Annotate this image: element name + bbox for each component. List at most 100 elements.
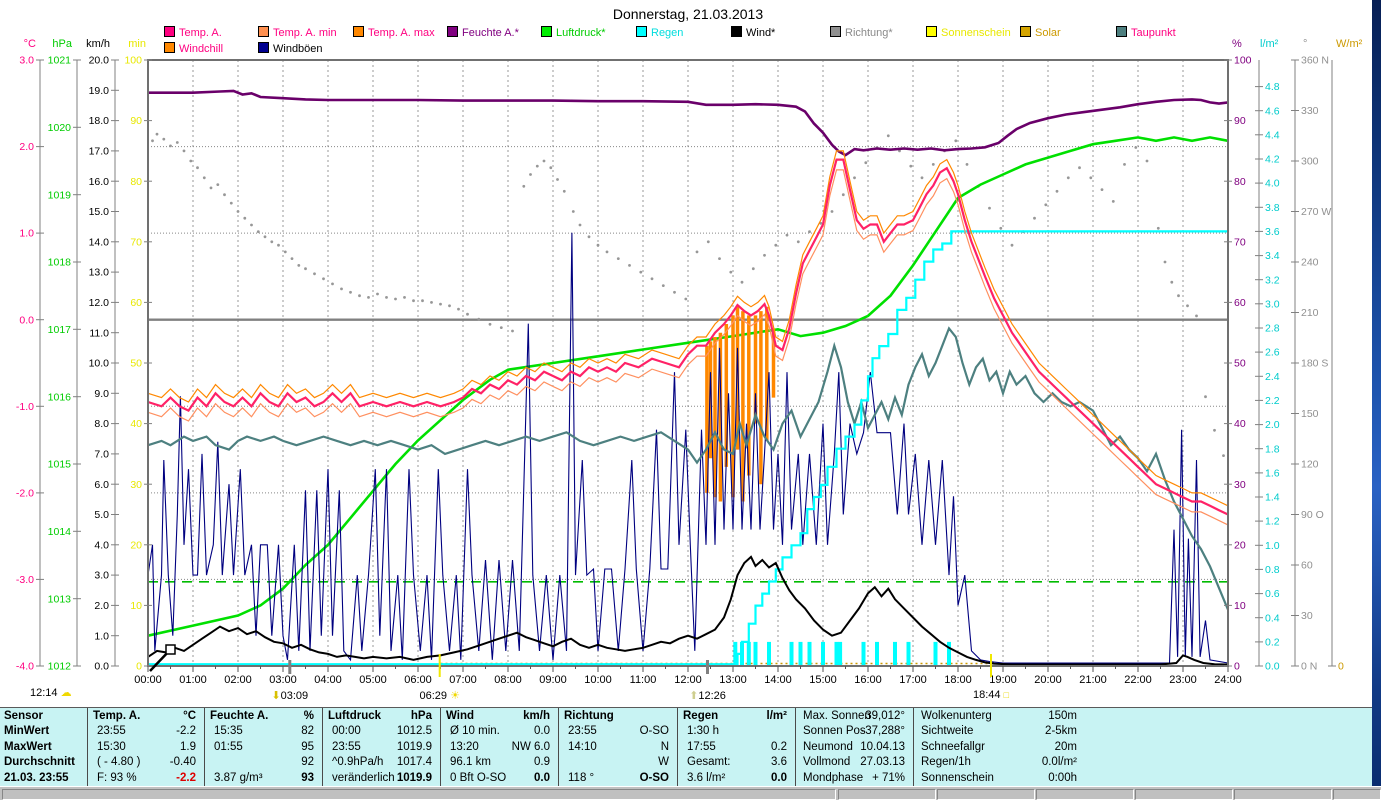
legend-label: Temp. A. max <box>368 27 435 39</box>
svg-text:20:00: 20:00 <box>1034 674 1062 686</box>
svg-text:4.0: 4.0 <box>1265 178 1280 190</box>
direction-cell: 14:10 <box>568 740 597 753</box>
legend-swatch-icon <box>258 42 269 53</box>
svg-text:13:00: 13:00 <box>719 674 747 686</box>
temp-unit: °C <box>183 710 196 722</box>
row-label: 21.03. 23:55 <box>4 771 69 784</box>
wind-cell: 13:20 <box>450 740 479 753</box>
legend-label: Regen <box>651 27 684 39</box>
svg-text:90: 90 <box>130 115 142 127</box>
moon-transit-time: 12:14 <box>30 687 58 699</box>
svg-text:-2.0: -2.0 <box>16 488 34 500</box>
svg-text:1.6: 1.6 <box>1265 468 1280 480</box>
svg-text:0.0: 0.0 <box>94 661 109 673</box>
svg-text:20.0: 20.0 <box>89 55 110 67</box>
legend-label: Richtung* <box>845 27 893 39</box>
svg-text:1019: 1019 <box>48 189 72 201</box>
svg-text:60: 60 <box>1234 297 1246 309</box>
temp-value: -2.2 <box>176 771 196 784</box>
astro-cell: Max. Sonnen <box>803 710 871 722</box>
svg-text:10: 10 <box>1234 600 1246 612</box>
svg-text:10.0: 10.0 <box>89 358 110 370</box>
svg-text:1.0: 1.0 <box>1265 540 1280 552</box>
svg-text:23:00: 23:00 <box>1169 674 1197 686</box>
svg-text:3.0: 3.0 <box>19 55 34 67</box>
svg-text:20: 20 <box>130 539 142 551</box>
axis-unit-label: W/m² <box>1336 38 1363 50</box>
svg-text:3.2: 3.2 <box>1265 274 1280 286</box>
svg-text:50: 50 <box>130 358 142 370</box>
pressure-unit: hPa <box>410 710 432 722</box>
legend-item-temp-a-max: Temp. A. max <box>353 26 435 39</box>
row-label: MaxWert <box>4 740 52 753</box>
rain-cell: 1:30 h <box>687 725 719 738</box>
svg-text:16:00: 16:00 <box>854 674 882 686</box>
svg-text:11.0: 11.0 <box>89 327 109 339</box>
conditions-cell: Sichtweite <box>921 725 974 738</box>
humidity-header: Feuchte A. <box>210 710 269 722</box>
legend-item-taupunkt: Taupunkt <box>1116 26 1176 39</box>
svg-text:1015: 1015 <box>48 459 72 471</box>
svg-text:0.4: 0.4 <box>1265 612 1280 624</box>
svg-text:4.6: 4.6 <box>1265 105 1280 117</box>
legend-swatch-icon <box>1020 26 1031 37</box>
legend-label: Sonnenschein <box>941 27 1011 39</box>
rain-value: 3.6 <box>771 756 787 769</box>
conditions-value: 0:00h <box>1048 771 1077 784</box>
svg-text:360 N: 360 N <box>1301 55 1329 67</box>
astro-cell: Neumond <box>803 740 853 753</box>
legend-item-regen: Regen <box>636 26 684 39</box>
svg-text:1012: 1012 <box>48 661 72 673</box>
svg-text:40: 40 <box>1234 418 1246 430</box>
table-divider <box>913 708 914 786</box>
astro-value: 39,012° <box>865 710 905 722</box>
svg-text:00:00: 00:00 <box>134 674 162 686</box>
svg-text:2.2: 2.2 <box>1265 395 1280 407</box>
wind-cell: 96.1 km <box>450 756 491 769</box>
wind-value: NW 6.0 <box>511 740 550 753</box>
axis-unit-label: % <box>1232 38 1242 50</box>
legend-swatch-icon <box>541 26 552 37</box>
axis-unit-label: km/h <box>86 38 110 50</box>
astro-value: -37,288° <box>861 725 905 738</box>
svg-text:12:00: 12:00 <box>674 674 702 686</box>
svg-text:300: 300 <box>1301 156 1319 168</box>
statusbar-segment <box>2 789 836 800</box>
rain-cell: Gesamt: <box>687 756 731 769</box>
svg-text:1014: 1014 <box>48 526 72 538</box>
svg-text:22:00: 22:00 <box>1124 674 1152 686</box>
row-label: Sensor <box>4 710 43 722</box>
svg-text:1.0: 1.0 <box>19 228 34 240</box>
wind-value: 0.0 <box>534 725 550 738</box>
svg-text:12.0: 12.0 <box>89 297 110 309</box>
moon-cloud-icon: ☁ <box>60 687 72 699</box>
stats-table: Sensor MinWert MaxWert Durchschnitt 21.03. 2… <box>0 707 1372 786</box>
svg-text:2.0: 2.0 <box>94 600 109 612</box>
rain-value: 0.0 <box>771 771 787 784</box>
legend-item-solar: Solar <box>1020 26 1061 39</box>
svg-text:18.0: 18.0 <box>89 115 110 127</box>
direction-cell: 118 ° <box>568 771 595 784</box>
legend-item-wind-: Wind* <box>731 26 775 39</box>
humidity-value: 95 <box>301 740 314 753</box>
svg-text:17:00: 17:00 <box>899 674 927 686</box>
astro-cell: Sonnen Pos <box>803 725 866 738</box>
gusts-series <box>147 232 1229 664</box>
legend-swatch-icon <box>353 26 364 37</box>
astro-cell: Mondphase <box>803 771 864 784</box>
svg-text:0.0: 0.0 <box>19 314 34 326</box>
svg-text:19:00: 19:00 <box>989 674 1017 686</box>
svg-text:0: 0 <box>1234 661 1240 673</box>
legend-swatch-icon <box>636 26 647 37</box>
page-title: Donnerstag, 21.03.2013 <box>612 6 764 22</box>
direction-value: N <box>660 740 669 753</box>
temp-max-series <box>147 150 1229 507</box>
svg-text:13.0: 13.0 <box>89 267 110 279</box>
legend-label: Feuchte A.* <box>462 27 519 39</box>
svg-text:30: 30 <box>1234 479 1246 491</box>
legend-item-windchill: Windchill <box>164 42 223 55</box>
svg-text:05:00: 05:00 <box>359 674 387 686</box>
svg-text:7.0: 7.0 <box>94 449 109 461</box>
pressure-value: 1019.9 <box>396 771 432 784</box>
svg-text:2.8: 2.8 <box>1265 323 1280 335</box>
